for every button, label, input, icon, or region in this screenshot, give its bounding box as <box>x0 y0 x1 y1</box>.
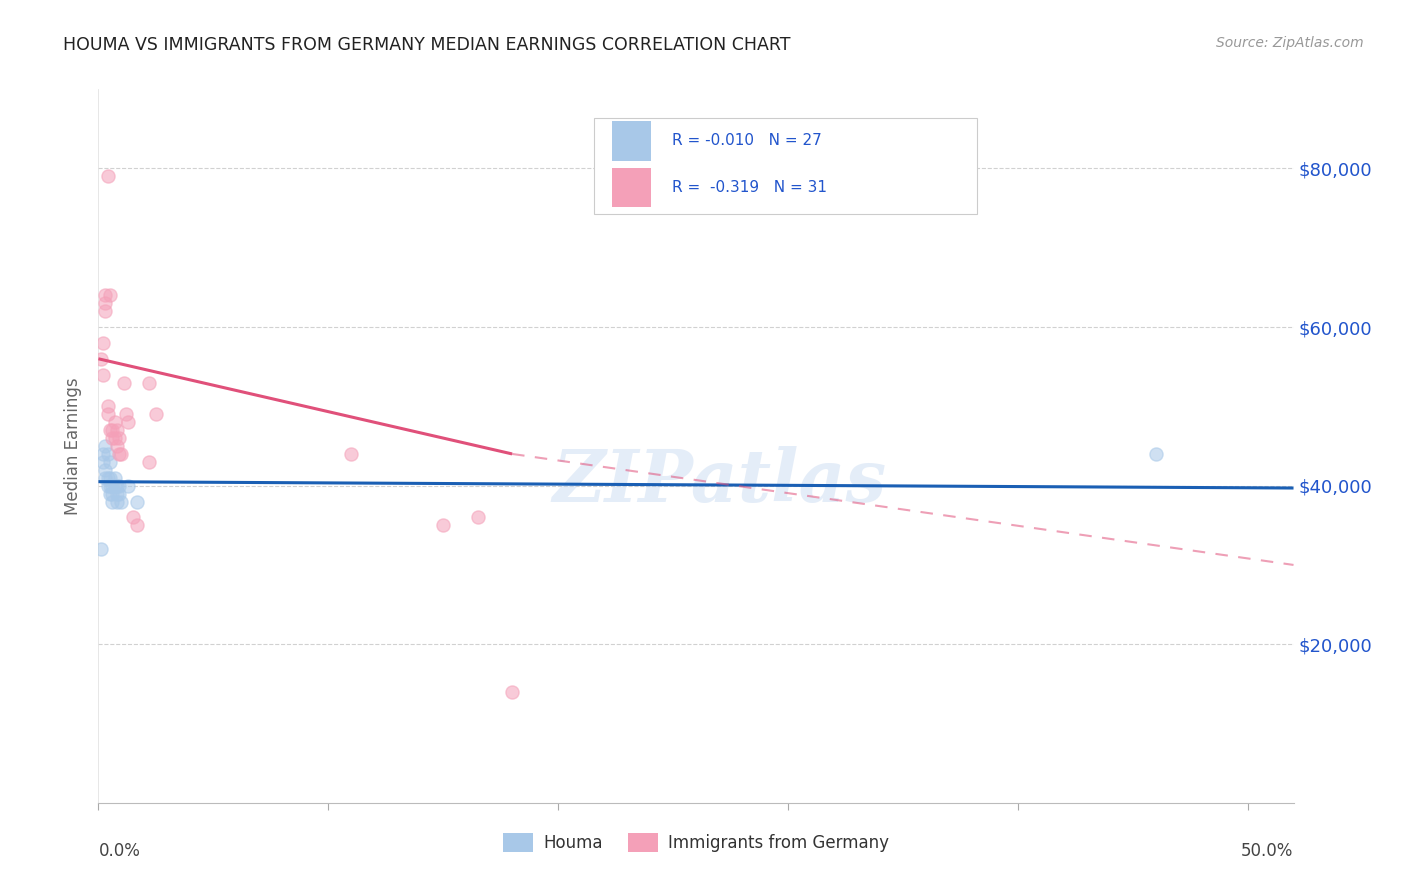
Text: R = -0.010   N = 27: R = -0.010 N = 27 <box>672 134 823 148</box>
Text: 50.0%: 50.0% <box>1241 842 1294 860</box>
Point <box>105 423 128 437</box>
Point <box>145 407 167 421</box>
Point <box>98 471 121 485</box>
Point <box>91 368 114 382</box>
Point <box>110 447 132 461</box>
Point <box>91 335 114 350</box>
Point <box>501 685 523 699</box>
Point <box>94 304 117 318</box>
Point <box>117 478 139 492</box>
Point <box>97 447 120 461</box>
Point <box>97 407 120 421</box>
Point <box>91 455 114 469</box>
Text: 0.0%: 0.0% <box>98 842 141 860</box>
Point <box>108 447 131 461</box>
Point <box>101 431 124 445</box>
Point <box>138 376 160 390</box>
Point <box>94 296 117 310</box>
Point <box>97 471 120 485</box>
Point <box>97 169 120 184</box>
Point <box>101 494 124 508</box>
Point <box>108 478 131 492</box>
Point <box>122 510 145 524</box>
Point <box>97 478 120 492</box>
Text: Source: ZipAtlas.com: Source: ZipAtlas.com <box>1216 36 1364 50</box>
FancyBboxPatch shape <box>595 118 977 214</box>
Point <box>90 542 112 557</box>
Point <box>138 455 160 469</box>
Point <box>94 463 117 477</box>
Point <box>127 518 149 533</box>
Point <box>117 415 139 429</box>
Point <box>101 486 124 500</box>
Point <box>467 510 489 524</box>
Point <box>94 439 117 453</box>
Point <box>105 486 128 500</box>
Point <box>90 351 112 366</box>
Point <box>91 447 114 461</box>
Point <box>103 471 125 485</box>
Text: R =  -0.319   N = 31: R = -0.319 N = 31 <box>672 180 827 194</box>
FancyBboxPatch shape <box>613 121 651 161</box>
Text: ZIPatlas: ZIPatlas <box>553 446 887 517</box>
Point <box>105 439 128 453</box>
Y-axis label: Median Earnings: Median Earnings <box>65 377 83 515</box>
Point <box>105 478 128 492</box>
Point <box>98 423 121 437</box>
Text: HOUMA VS IMMIGRANTS FROM GERMANY MEDIAN EARNINGS CORRELATION CHART: HOUMA VS IMMIGRANTS FROM GERMANY MEDIAN … <box>63 36 790 54</box>
Point <box>98 478 121 492</box>
Point <box>101 478 124 492</box>
Point <box>98 288 121 302</box>
Point <box>432 518 454 533</box>
Point <box>103 415 125 429</box>
Point <box>1144 447 1167 461</box>
Point <box>103 478 125 492</box>
FancyBboxPatch shape <box>613 168 651 207</box>
Point <box>340 447 363 461</box>
Legend: Houma, Immigrants from Germany: Houma, Immigrants from Germany <box>496 826 896 859</box>
Point <box>115 407 138 421</box>
Point <box>98 486 121 500</box>
Point <box>94 471 117 485</box>
Point <box>101 423 124 437</box>
Point <box>105 494 128 508</box>
Point <box>127 494 149 508</box>
Point <box>103 431 125 445</box>
Point <box>97 400 120 414</box>
Point <box>94 288 117 302</box>
Point <box>112 376 135 390</box>
Point <box>108 431 131 445</box>
Point <box>108 486 131 500</box>
Point <box>110 494 132 508</box>
Point <box>98 455 121 469</box>
